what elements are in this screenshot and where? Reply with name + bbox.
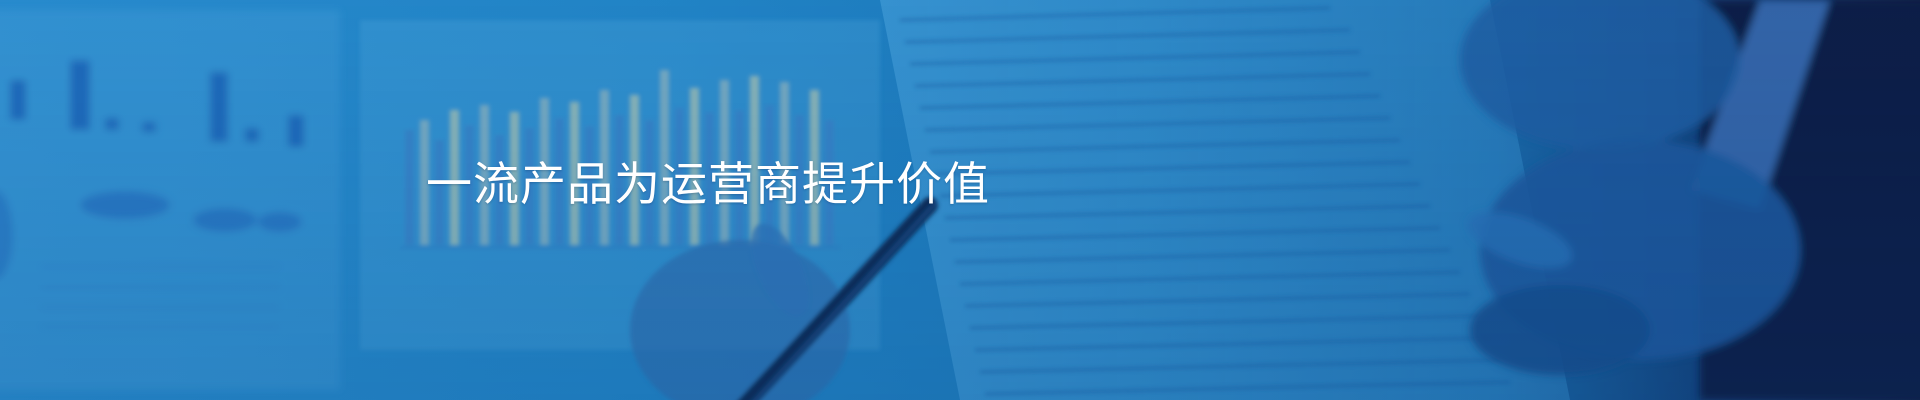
pen-and-hand (630, 197, 938, 400)
banner-slogan: 一流产品为运营商提升价值 (426, 157, 990, 211)
left-report-sheet (0, 10, 340, 390)
suit-and-hands (1460, 0, 1920, 400)
text-document (880, 0, 1570, 400)
